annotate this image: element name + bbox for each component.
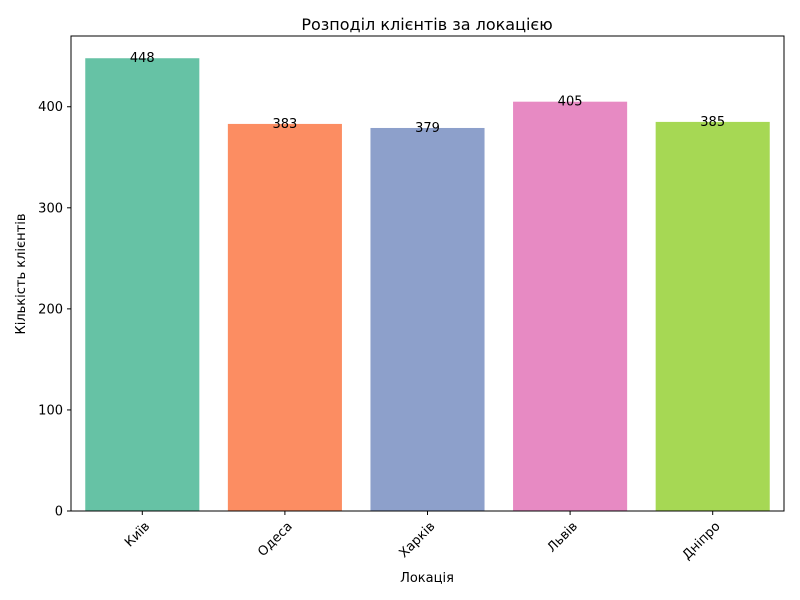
x-tick-label-5: Дніпро xyxy=(680,519,724,563)
y-tick-label-1: 0 xyxy=(55,505,63,520)
data-label-2: 383 xyxy=(272,117,297,132)
y-axis-label: Кількість клієнтів xyxy=(14,213,29,334)
x-tick-label-4: Львів xyxy=(545,519,581,555)
bar-3 xyxy=(370,127,485,512)
bar-1 xyxy=(85,58,200,512)
y-tick-label-2: 100 xyxy=(38,403,63,418)
x-tick-label-2: Одеса xyxy=(255,519,296,560)
y-tick-label-3: 200 xyxy=(38,302,63,317)
data-label-1: 448 xyxy=(130,51,155,66)
y-axis: 0 100 200 300 400 xyxy=(38,100,71,520)
bar-4 xyxy=(513,101,628,511)
data-labels-group: 448 383 379 405 385 xyxy=(130,51,725,136)
bars-group xyxy=(85,58,770,512)
chart-title: Розподіл клієнтів за локацією xyxy=(301,15,552,34)
y-tick-label-4: 300 xyxy=(38,201,63,216)
bar-5 xyxy=(655,121,770,511)
x-axis-label: Локація xyxy=(400,571,454,586)
x-tick-label-3: Харків xyxy=(396,519,438,561)
data-label-3: 379 xyxy=(415,121,440,136)
bar-2 xyxy=(227,123,342,511)
y-tick-label-5: 400 xyxy=(38,100,63,115)
plot-frame xyxy=(70,35,785,512)
data-label-4: 405 xyxy=(558,95,583,110)
data-label-5: 385 xyxy=(700,115,725,130)
x-tick-label-1: Київ xyxy=(122,519,153,550)
x-axis: Київ Одеса Харків Львів Дніпро xyxy=(122,511,724,563)
